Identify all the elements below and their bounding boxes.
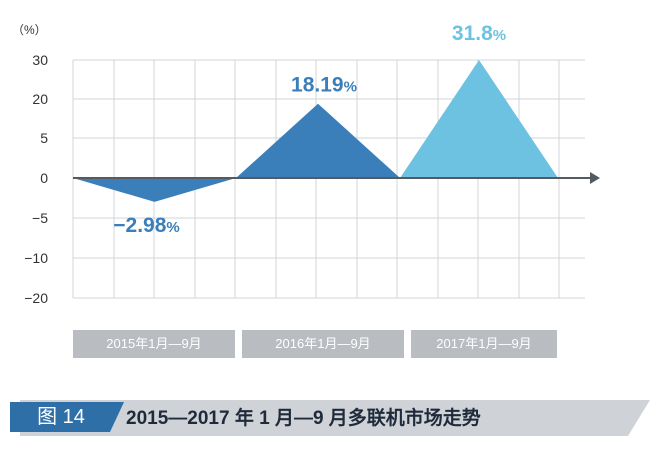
value-label: 31.8% — [452, 22, 506, 45]
y-axis-ticks: 30 20 5 0 −5 −10 −20 （%） — [12, 23, 48, 306]
category-label-2017: 2017年1月—9月 — [411, 330, 557, 358]
figure-number: 图 14 — [37, 406, 85, 428]
value-label: −2.98% — [113, 214, 179, 237]
y-tick-label: −5 — [32, 210, 48, 226]
category-label-2015: 2015年1月—9月 — [73, 330, 235, 358]
x-axis — [73, 172, 600, 184]
y-tick-label: −20 — [24, 290, 48, 306]
caption-badge-background — [10, 402, 124, 432]
y-tick-label: 5 — [40, 130, 48, 146]
value-label: 18.19% — [291, 74, 357, 97]
area-1 — [73, 178, 236, 202]
y-tick-label: 20 — [32, 91, 48, 107]
series-areas: −2.98% 18.19% 31.8% — [73, 22, 558, 237]
y-tick-label: 30 — [32, 52, 48, 68]
y-tick-label: −10 — [24, 250, 48, 266]
area-3 — [400, 60, 558, 178]
category-label-2016: 2016年1月—9月 — [242, 330, 404, 358]
chart-title: 2015—2017 年 1 月—9 月多联机市场走势 — [126, 408, 481, 429]
y-unit-label: （%） — [12, 23, 47, 37]
caption-background — [20, 400, 650, 436]
axis-arrow-icon — [590, 172, 600, 184]
area-2 — [236, 103, 400, 178]
caption-bar — [10, 400, 650, 436]
y-tick-label: 0 — [40, 170, 48, 186]
